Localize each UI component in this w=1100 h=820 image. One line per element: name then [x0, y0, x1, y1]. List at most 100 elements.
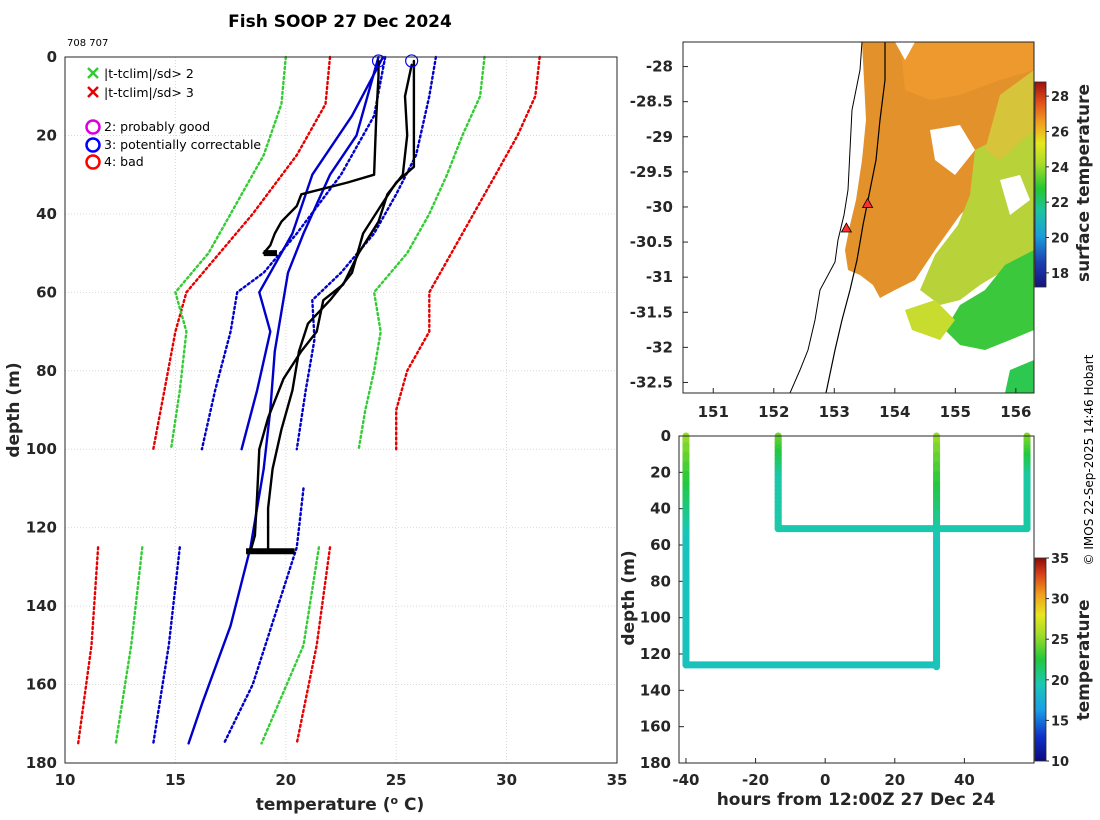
- sst-map-xtick-label: 153: [819, 403, 850, 421]
- profile-series-sd2-lower-right: [260, 546, 321, 745]
- legend-flag3-label: 3: potentially correctable: [104, 137, 261, 152]
- temp-colorbar-ticks: 10 15 20 25 30 35: [1046, 552, 1069, 770]
- sst-map-axes-box: [682, 41, 1035, 394]
- legend-sd3-cross-icon: [87, 86, 99, 98]
- sst-map-ytick-label: -28.5: [630, 93, 673, 111]
- figure-title: Fish SOOP 27 Dec 2024: [228, 12, 452, 32]
- sst-colorbar-tick-label: 28: [1051, 90, 1069, 105]
- profile-ytick-label: 80: [36, 362, 57, 380]
- hovmoller-xtick-label: -20: [742, 771, 769, 789]
- profile-flag-marker: [405, 54, 419, 68]
- sst-southeast-patch: [1005, 360, 1034, 393]
- profile-series-clim-lower-left: [152, 546, 181, 745]
- hovmoller-xtick-label: 20: [884, 771, 905, 789]
- temp-colorbar-tick-label: 15: [1051, 714, 1069, 729]
- profile-series-sd3-lower-left: [77, 546, 100, 745]
- profile-xlabel: temperature (o C): [256, 794, 425, 815]
- hovmoller-ytick-label: 20: [650, 463, 671, 481]
- profile-series-sd2-lower-left: [114, 546, 144, 745]
- sst-colorbar-ticks: 18 20 22 24 26 28: [1046, 90, 1069, 282]
- sst-map-xtick-label: 152: [758, 403, 789, 421]
- temp-colorbar-label: temperature: [1074, 599, 1094, 720]
- legend-flag2-label: 2: probably good: [104, 119, 210, 134]
- hovmoller-axes-box: [678, 435, 1035, 764]
- profile-grid: [64, 56, 618, 764]
- profile-series-group: [77, 54, 541, 745]
- sst-colorbar-tick-label: 20: [1051, 232, 1069, 247]
- hovmoller-ylabel: depth (m): [619, 550, 639, 645]
- profile-series-profile-707: [266, 59, 416, 553]
- sst-map-field: [683, 42, 1034, 393]
- sst-cool-region: [945, 250, 1034, 350]
- sst-map-ytick-label: -30.5: [630, 233, 673, 251]
- sst-mid-region: [920, 120, 1034, 305]
- hovmoller-ytick-label: 100: [640, 609, 671, 627]
- profile-series-clim-mean-mid: [262, 55, 380, 470]
- profile-series-clim-mean-upper: [240, 55, 385, 451]
- profile-series-sd3-left: [152, 55, 332, 451]
- sst-cloud-patch-2: [1000, 175, 1030, 215]
- legend-sd2-cross-icon: [87, 67, 99, 79]
- sst-colorbar-tick-label: 24: [1051, 161, 1069, 176]
- profile-ytick-label: 180: [26, 754, 57, 772]
- temp-colorbar-tick-label: 10: [1051, 755, 1069, 770]
- sst-colorbar-tick-label: 18: [1051, 267, 1069, 282]
- profile-series-sd3-lower-right: [295, 546, 332, 745]
- sst-map-xtick-label: 155: [940, 403, 971, 421]
- profile-series-profile-707b: [249, 63, 413, 553]
- sst-colorbar-tick-label: 22: [1051, 196, 1069, 211]
- profile-ytick-label: 20: [36, 126, 57, 144]
- profile-ytick-label: 140: [26, 597, 57, 615]
- sst-map-ytick-label: -28: [646, 58, 673, 76]
- ship-position-marker: [840, 222, 853, 233]
- sst-mid-top: [985, 70, 1034, 160]
- profile-series-clim-left: [200, 55, 387, 451]
- profile-series-sd2-left: [169, 55, 287, 451]
- sst-map-ytick-label: -31: [646, 268, 673, 286]
- hovmoller-ytick-label: 140: [640, 681, 671, 699]
- sst-map-xtick-label: 154: [879, 403, 910, 421]
- legend-flag4-label: 4: bad: [104, 154, 144, 169]
- profile-legend: |t-tclim|/sd> 2 |t-tclim|/sd> 3 2: proba…: [85, 66, 261, 170]
- sst-map-ytick-label: -31.5: [630, 303, 673, 321]
- hovmoller-ytick-label: 180: [640, 754, 671, 772]
- hovmoller-tick-labels: -40 -20 0 20 40 0 20 40 60 80 100 120 140 160 180: [640, 427, 975, 789]
- sst-colorbar-label: surface temperature: [1074, 84, 1094, 282]
- sst-map-xtick-label: 156: [1000, 403, 1031, 421]
- cast-ids-label: 708 707: [67, 38, 108, 49]
- profile-flag-marker: [371, 54, 386, 68]
- profile-ytick-label: 160: [26, 676, 57, 694]
- sst-map-ytick-label: -32.5: [630, 373, 673, 391]
- hovmoller-xtick-label: 0: [820, 771, 830, 789]
- sst-cloud-patch-1: [930, 125, 975, 175]
- hovmoller-xlabel: hours from 12:00Z 27 Dec 24: [717, 790, 996, 810]
- profile-ytick-label: 40: [36, 205, 57, 223]
- sst-colorbar: [1034, 81, 1047, 288]
- temp-colorbar-tick-label: 35: [1051, 552, 1069, 567]
- sst-map-tick-labels: 151 152 153 154 155 156 -28 -28.5 -29 -29.5 -30 -30…: [630, 58, 1032, 421]
- hovmoller-xtick-label: -40: [672, 771, 699, 789]
- legend-flag3-circle-icon: [85, 137, 101, 153]
- profile-xtick-label: 20: [275, 771, 296, 789]
- temp-colorbar-tick-label: 25: [1051, 633, 1069, 648]
- hovmoller-ytick-label: 120: [640, 645, 671, 663]
- hovmoller-ytick-label: 160: [640, 718, 671, 736]
- profile-axes-box: [64, 56, 618, 764]
- profile-xtick-label: 15: [165, 771, 186, 789]
- hovmoller-xtick-label: 40: [954, 771, 975, 789]
- sst-map-ytick-label: -29: [646, 128, 673, 146]
- profile-series-clim-lower-right: [222, 487, 305, 745]
- profile-series-profile-708: [262, 59, 380, 255]
- legend-sd2-label: |t-tclim|/sd> 2: [104, 66, 194, 81]
- shelf-contour: [825, 42, 886, 393]
- hovmoller-ytick-label: 0: [661, 427, 671, 445]
- sst-colorbar-tick-label: 26: [1051, 125, 1069, 140]
- profile-xtick-label: 10: [55, 771, 76, 789]
- profile-xtick-label: 35: [607, 771, 628, 789]
- profile-ytick-label: 0: [47, 48, 57, 66]
- coastline: [789, 42, 863, 393]
- temp-colorbar-tick-label: 30: [1051, 593, 1069, 608]
- temp-colorbar-tick-label: 20: [1051, 674, 1069, 689]
- profile-ylabel: depth (m): [4, 362, 24, 457]
